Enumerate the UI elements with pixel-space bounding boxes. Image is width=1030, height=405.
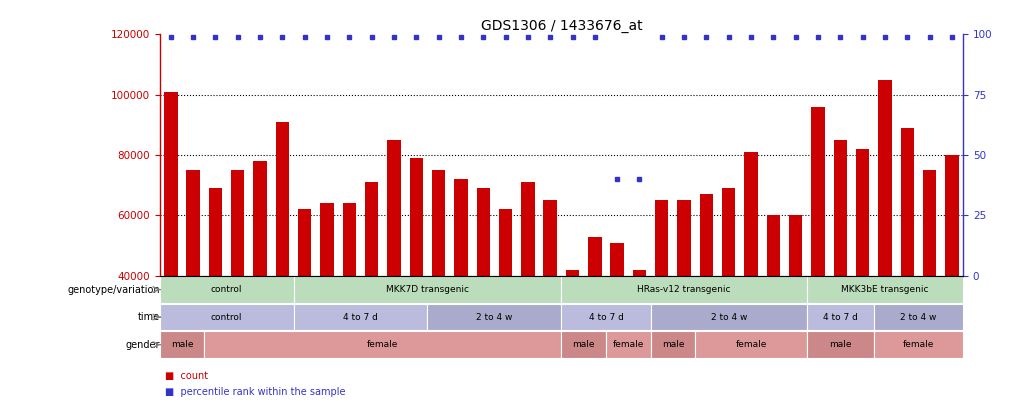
Bar bbox=[160, 331, 204, 358]
Text: 2 to 4 w: 2 to 4 w bbox=[900, 313, 936, 322]
Bar bbox=[294, 304, 427, 330]
Bar bbox=[699, 194, 713, 276]
Text: gender: gender bbox=[126, 340, 160, 350]
Bar bbox=[655, 200, 668, 276]
Bar bbox=[454, 179, 468, 276]
Bar bbox=[387, 140, 401, 276]
Text: control: control bbox=[211, 313, 242, 322]
Bar bbox=[946, 155, 959, 276]
Bar bbox=[164, 92, 177, 276]
Bar bbox=[294, 276, 561, 303]
Bar bbox=[343, 203, 356, 276]
Bar bbox=[806, 304, 873, 330]
Bar bbox=[204, 331, 561, 358]
Text: female: female bbox=[367, 340, 399, 349]
Bar bbox=[298, 209, 311, 276]
Bar bbox=[695, 331, 806, 358]
Bar bbox=[561, 331, 606, 358]
Text: control: control bbox=[211, 285, 242, 294]
Text: male: male bbox=[829, 340, 852, 349]
Title: GDS1306 / 1433676_at: GDS1306 / 1433676_at bbox=[481, 19, 642, 33]
Text: MKK7D transgenic: MKK7D transgenic bbox=[386, 285, 469, 294]
Text: female: female bbox=[902, 340, 934, 349]
Bar bbox=[365, 182, 378, 276]
Bar bbox=[231, 170, 244, 276]
Bar bbox=[544, 200, 557, 276]
Text: ■  count: ■ count bbox=[165, 371, 208, 381]
Bar bbox=[477, 188, 490, 276]
Bar bbox=[923, 170, 936, 276]
Bar bbox=[806, 331, 873, 358]
Bar bbox=[427, 304, 561, 330]
Bar bbox=[561, 276, 806, 303]
Bar bbox=[561, 304, 651, 330]
Text: 4 to 7 d: 4 to 7 d bbox=[588, 313, 623, 322]
Text: male: male bbox=[573, 340, 595, 349]
Bar bbox=[651, 331, 695, 358]
Text: HRas-v12 transgenic: HRas-v12 transgenic bbox=[638, 285, 731, 294]
Bar bbox=[565, 270, 579, 276]
Text: female: female bbox=[613, 340, 644, 349]
Bar bbox=[806, 276, 963, 303]
Text: genotype/variation: genotype/variation bbox=[67, 285, 160, 294]
Bar bbox=[160, 276, 294, 303]
Bar bbox=[320, 203, 334, 276]
Text: 2 to 4 w: 2 to 4 w bbox=[476, 313, 513, 322]
Bar bbox=[879, 80, 892, 276]
Bar bbox=[160, 304, 294, 330]
Text: male: male bbox=[171, 340, 194, 349]
Bar bbox=[611, 243, 624, 276]
Text: 2 to 4 w: 2 to 4 w bbox=[711, 313, 747, 322]
Bar bbox=[632, 270, 646, 276]
Bar bbox=[499, 209, 512, 276]
Bar bbox=[722, 188, 735, 276]
Bar bbox=[521, 182, 535, 276]
Bar bbox=[209, 188, 222, 276]
Bar bbox=[276, 122, 289, 276]
Bar bbox=[432, 170, 445, 276]
Bar bbox=[812, 107, 825, 276]
Bar bbox=[410, 158, 423, 276]
Text: ■  percentile rank within the sample: ■ percentile rank within the sample bbox=[165, 387, 345, 397]
Bar bbox=[606, 331, 651, 358]
Text: 4 to 7 d: 4 to 7 d bbox=[823, 313, 858, 322]
Bar bbox=[186, 170, 200, 276]
Text: MKK3bE transgenic: MKK3bE transgenic bbox=[842, 285, 929, 294]
Text: 4 to 7 d: 4 to 7 d bbox=[343, 313, 378, 322]
Bar bbox=[833, 140, 847, 276]
Bar bbox=[856, 149, 869, 276]
Text: male: male bbox=[661, 340, 684, 349]
Text: female: female bbox=[735, 340, 766, 349]
Bar bbox=[678, 200, 691, 276]
Bar bbox=[588, 237, 602, 276]
Bar bbox=[873, 331, 963, 358]
Bar bbox=[766, 215, 780, 276]
Bar bbox=[789, 215, 802, 276]
Bar bbox=[900, 128, 914, 276]
Bar bbox=[253, 161, 267, 276]
Text: time: time bbox=[138, 312, 160, 322]
Bar bbox=[651, 304, 806, 330]
Bar bbox=[873, 304, 963, 330]
Bar bbox=[745, 152, 758, 276]
